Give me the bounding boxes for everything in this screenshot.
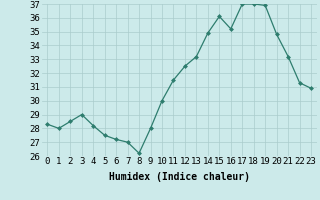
X-axis label: Humidex (Indice chaleur): Humidex (Indice chaleur) bbox=[109, 172, 250, 182]
